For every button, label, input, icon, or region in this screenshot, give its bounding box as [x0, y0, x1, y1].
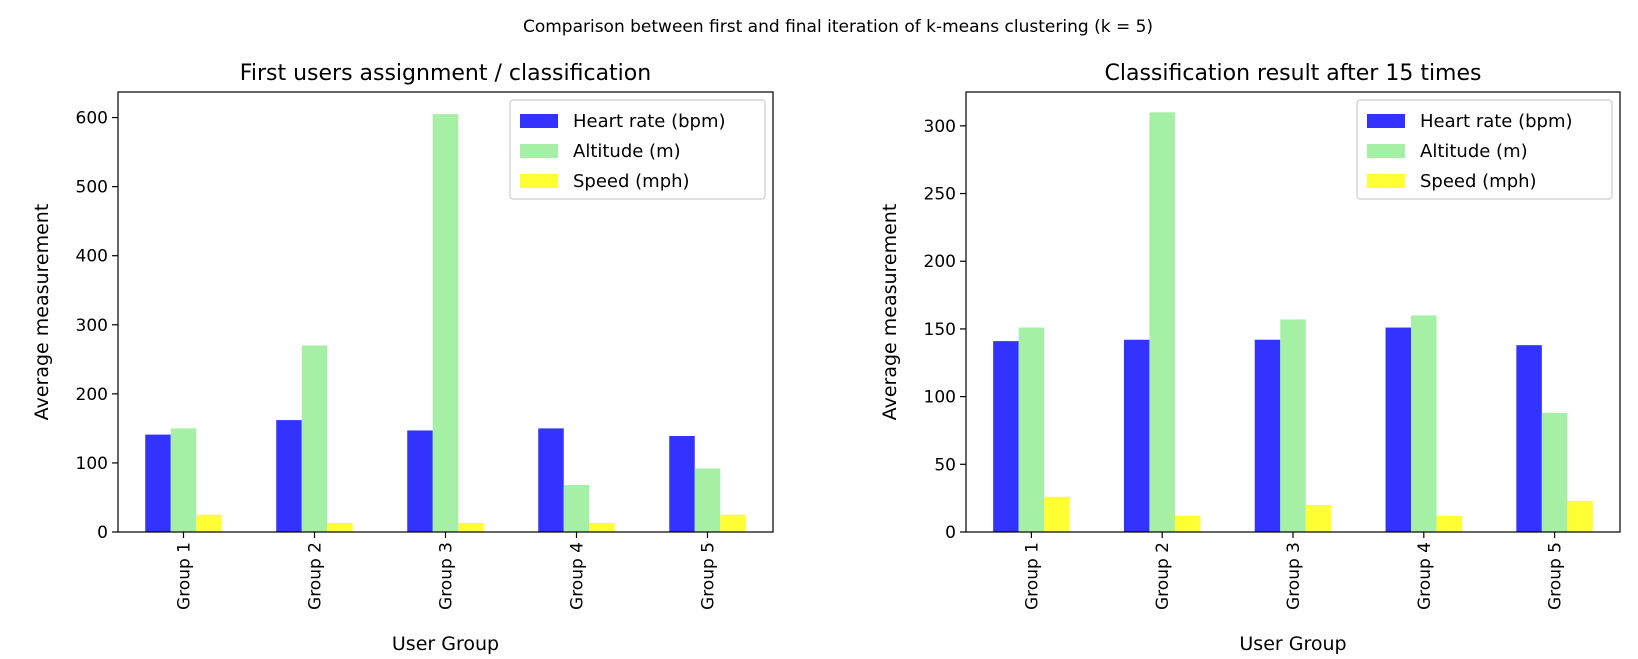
- bar-2-3: [432, 114, 459, 532]
- bar-2-4: [1411, 315, 1437, 532]
- y-tick-label: 0: [97, 523, 108, 543]
- bar-1-2: [1123, 339, 1150, 532]
- bar-3-2: [327, 523, 353, 532]
- legend-swatch-2: [1367, 144, 1405, 158]
- bar-2-5: [1541, 412, 1568, 532]
- y-tick-label: 500: [76, 178, 108, 198]
- bar-3-1: [196, 514, 222, 532]
- x-tick-label: Group 3: [1284, 542, 1304, 610]
- bar-1-4: [538, 428, 564, 532]
- bar-3-4: [1436, 515, 1463, 532]
- legend-label-2: Altitude (m): [573, 141, 681, 162]
- y-tick-label: 250: [924, 185, 956, 205]
- bar-3-3: [458, 523, 484, 532]
- chart-first-assignment: First users assignment / classification 0…: [31, 61, 774, 655]
- legend-label-3: Speed (mph): [573, 171, 690, 192]
- legend-swatch-3: [520, 174, 558, 188]
- bar-2-1: [1018, 327, 1045, 532]
- bar-1-3: [1254, 339, 1281, 532]
- legend-label-2: Altitude (m): [1420, 141, 1528, 162]
- y-tick-label: 100: [76, 454, 108, 474]
- bar-3-2: [1174, 515, 1201, 532]
- bar-2-2: [1149, 112, 1175, 533]
- bar-3-4: [589, 523, 615, 532]
- y-tick-label: 600: [76, 109, 108, 129]
- x-tick-label: Group 5: [1546, 542, 1566, 610]
- y-tick-label: 400: [76, 247, 108, 267]
- y-tick-label: 300: [76, 316, 108, 336]
- y-tick-label: 300: [924, 117, 956, 137]
- bar-3-5: [720, 514, 746, 532]
- bar-1-5: [669, 435, 695, 532]
- legend-label-1: Heart rate (bpm): [573, 111, 726, 132]
- bar-3-1: [1044, 496, 1070, 532]
- legend-swatch-2: [520, 144, 558, 158]
- bar-1-1: [145, 434, 171, 532]
- x-tick-label: Group 1: [175, 542, 195, 610]
- x-tick-label: Group 4: [1415, 542, 1435, 610]
- x-tick-label: Group 5: [699, 542, 719, 610]
- chart-title: First users assignment / classification: [240, 61, 651, 86]
- legend-box: [1356, 99, 1613, 200]
- x-axis-label: User Group: [392, 633, 499, 655]
- y-tick-label: 150: [924, 320, 956, 340]
- legend: Heart rate (bpm) Altitude (m) Speed (mph): [509, 99, 766, 200]
- legend-label-3: Speed (mph): [1420, 171, 1537, 192]
- bar-2-5: [694, 468, 721, 532]
- bar-1-2: [276, 420, 302, 532]
- legend-swatch-3: [1367, 174, 1405, 188]
- y-tick-label: 200: [76, 385, 108, 405]
- figure-suptitle: Comparison between first and final itera…: [523, 17, 1153, 37]
- legend: Heart rate (bpm) Altitude (m) Speed (mph): [1356, 99, 1613, 200]
- bar-2-3: [1280, 319, 1306, 532]
- bar-3-3: [1305, 504, 1332, 532]
- bar-2-1: [170, 428, 197, 532]
- x-tick-label: Group 1: [1022, 542, 1042, 610]
- x-tick-label: Group 2: [306, 542, 326, 610]
- bar-2-4: [563, 485, 590, 532]
- y-axis-label: Average measurement: [879, 204, 901, 421]
- x-tick-label: Group 2: [1153, 542, 1173, 610]
- bar-2-2: [301, 345, 328, 532]
- bar-1-5: [1516, 345, 1542, 532]
- chart-title: Classification result after 15 times: [1105, 61, 1482, 86]
- bar-1-4: [1385, 327, 1412, 532]
- x-tick-label: Group 4: [568, 542, 588, 610]
- bar-1-3: [407, 430, 433, 532]
- legend-swatch-1: [520, 114, 558, 128]
- bar-1-1: [993, 341, 1019, 532]
- chart-final-classification: Classification result after 15 times 0 50 1…: [879, 61, 1621, 655]
- y-tick-label: 0: [945, 523, 956, 543]
- legend-label-1: Heart rate (bpm): [1420, 111, 1573, 132]
- y-tick-label: 50: [934, 455, 956, 475]
- y-tick-label: 100: [924, 388, 956, 408]
- legend-swatch-1: [1367, 114, 1405, 128]
- y-tick-label: 200: [924, 252, 956, 272]
- x-axis-label: User Group: [1239, 633, 1346, 655]
- x-tick-label: Group 3: [437, 542, 457, 610]
- legend-box: [509, 99, 766, 200]
- bar-3-5: [1567, 500, 1593, 532]
- y-axis-label: Average measurement: [31, 204, 53, 421]
